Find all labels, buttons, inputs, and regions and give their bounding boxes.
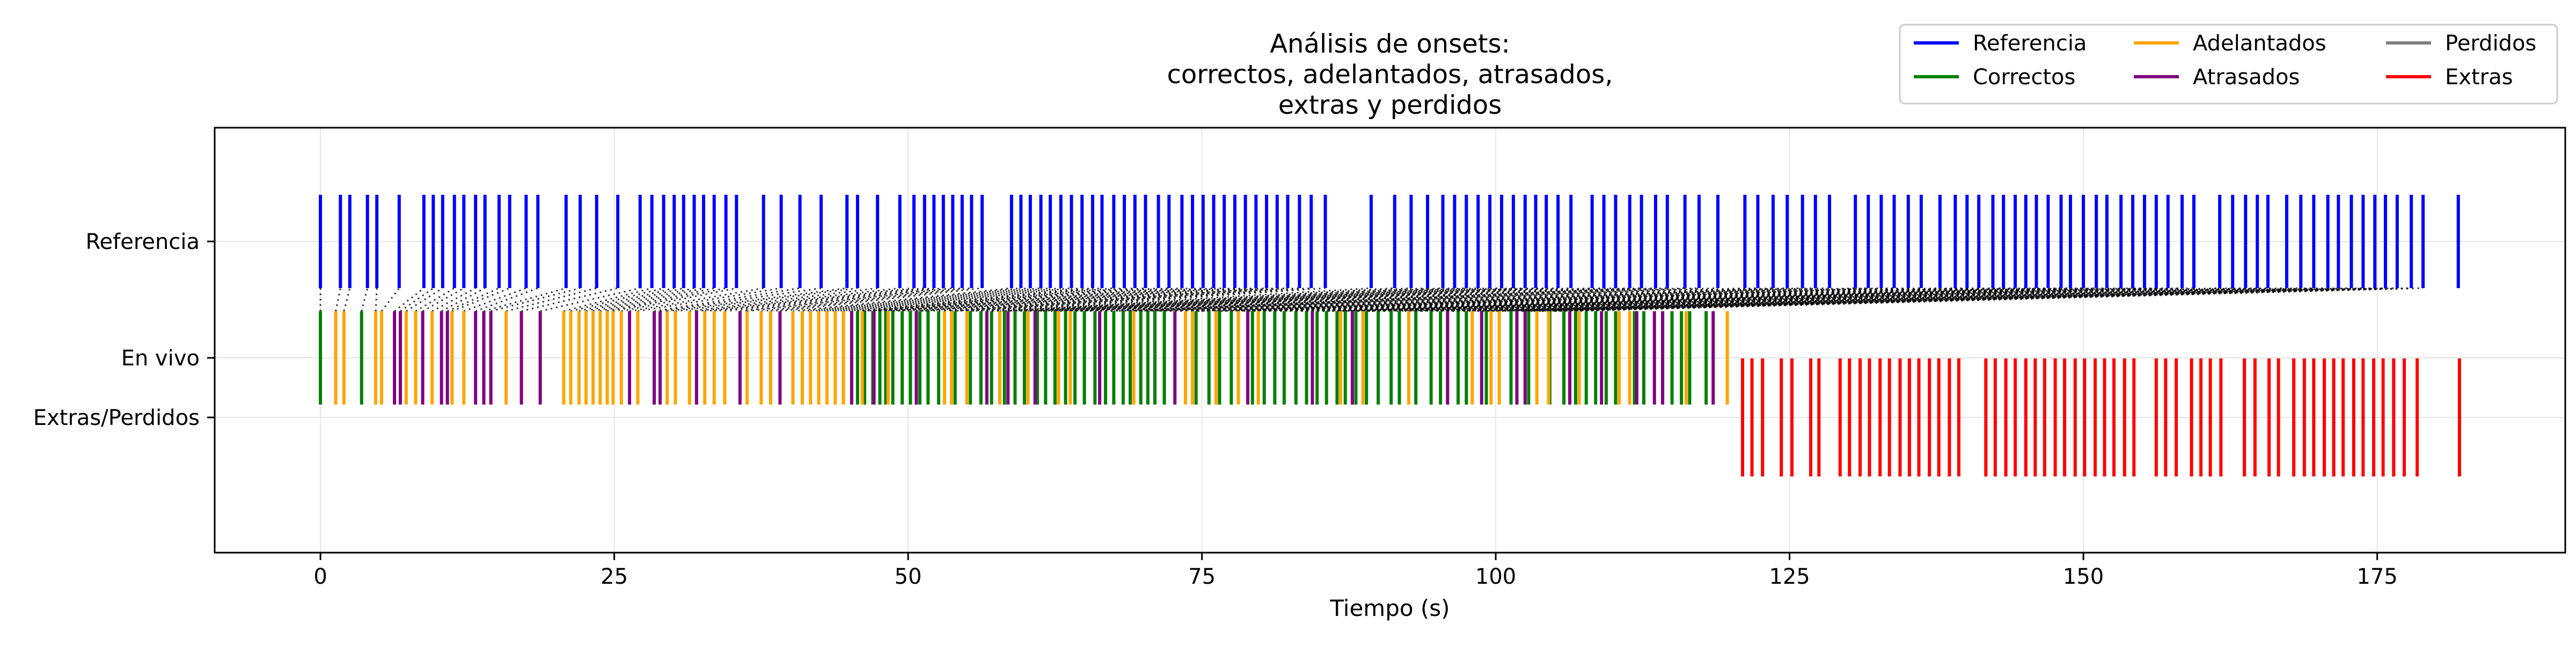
match-link	[1037, 287, 1490, 312]
match-link	[1337, 287, 2037, 312]
match-link	[999, 287, 1395, 312]
x-tick-label: 175	[2357, 564, 2397, 589]
match-link	[1525, 287, 2352, 312]
match-link	[1045, 287, 1502, 312]
match-link	[586, 287, 684, 312]
tick-layer: 0 25 50 75 100 125 150 175 Referencia En vivo Extr…	[33, 230, 2398, 589]
chart-title-line-2: correctos, adelantados, atrasados,	[1167, 60, 1613, 90]
legend-label-correctos: Correctos	[1973, 65, 2075, 90]
x-tick-label: 50	[895, 564, 922, 589]
match-link	[952, 287, 1267, 312]
chart-title-line-3: extras y perdidos	[1278, 90, 1502, 120]
match-link	[761, 287, 963, 312]
match-link	[335, 288, 341, 312]
match-link	[675, 287, 858, 312]
legend-label-referencia: Referencia	[1973, 31, 2087, 56]
y-tick-label: En vivo	[121, 346, 200, 371]
match-link	[1196, 287, 1803, 312]
legend-label-atrasados: Atrasados	[2193, 65, 2300, 90]
legend: Referencia Correctos Adelantados Atrasados P…	[1899, 24, 2558, 105]
match-link	[1024, 287, 1455, 312]
match-link	[1317, 287, 2016, 312]
match-link	[1491, 287, 2301, 312]
match-link	[802, 287, 1021, 312]
x-tick-label: 75	[1188, 564, 1216, 589]
match-link	[540, 287, 641, 312]
match-link	[991, 287, 1372, 312]
match-link	[835, 287, 1061, 312]
match-link	[944, 287, 1256, 312]
match-link	[793, 287, 1012, 312]
match-link	[660, 287, 822, 312]
y-tick-label: Referencia	[86, 230, 200, 254]
y-tick-label: Extras/Perdidos	[33, 406, 200, 430]
x-tick-label: 125	[1769, 564, 1810, 589]
chart-title-line-1: Análisis de onsets:	[1270, 29, 1510, 59]
match-link	[1209, 287, 1816, 312]
match-link	[375, 288, 378, 312]
match-link	[629, 287, 764, 312]
match-link	[1391, 287, 2133, 312]
match-link	[1440, 287, 2194, 312]
match-link	[415, 287, 455, 312]
match-link	[1366, 287, 2107, 312]
event-layer	[319, 195, 2461, 476]
match-link	[747, 287, 953, 312]
match-link	[564, 287, 653, 312]
legend-label-extras: Extras	[2445, 65, 2513, 90]
match-link	[1105, 287, 1616, 312]
match-link	[361, 288, 369, 312]
match-link	[1536, 287, 2375, 312]
x-axis-label: Tiempo (s)	[1329, 595, 1450, 621]
match-link	[1004, 287, 1411, 312]
match-link	[521, 287, 618, 312]
match-link	[1100, 287, 1604, 312]
legend-label-perdidos: Perdidos	[2445, 31, 2536, 56]
match-link	[916, 287, 1214, 312]
match-link	[1095, 287, 1592, 312]
match-link	[484, 287, 567, 312]
match-link	[463, 287, 526, 312]
match-link	[1147, 287, 1700, 312]
match-link	[1008, 287, 1428, 312]
match-link	[1458, 287, 2233, 312]
match-link	[1472, 287, 2258, 312]
match-link	[406, 287, 443, 312]
match-link	[599, 287, 704, 312]
match-link	[447, 287, 500, 312]
match-link	[621, 287, 737, 312]
match-link	[343, 288, 351, 312]
match-link	[843, 287, 1072, 312]
match-link	[475, 287, 538, 312]
match-link	[1028, 287, 1467, 312]
match-link	[592, 287, 694, 312]
x-tick-label: 25	[601, 564, 628, 589]
match-link	[770, 287, 972, 312]
match-link	[394, 287, 425, 312]
x-tick-label: 100	[1475, 564, 1516, 589]
plot-frame	[214, 127, 2566, 554]
match-link	[955, 287, 1277, 312]
x-tick-label: 150	[2063, 564, 2104, 589]
match-link	[902, 287, 1193, 312]
match-link	[579, 287, 675, 312]
match-link	[888, 287, 1169, 312]
legend-label-adelantados: Adelantados	[2193, 31, 2326, 56]
link-layer	[319, 287, 2424, 312]
match-link	[400, 287, 434, 312]
match-link	[740, 287, 943, 312]
match-link	[696, 287, 900, 312]
match-link	[667, 287, 847, 312]
x-tick-label: 0	[313, 564, 327, 589]
match-link	[607, 287, 715, 312]
